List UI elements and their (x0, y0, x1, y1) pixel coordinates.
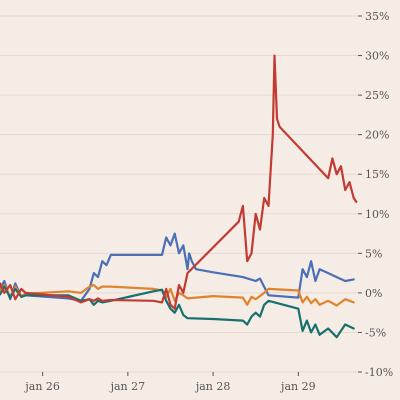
y-tick-label: 0% (365, 287, 382, 300)
y-tick-label: 20% (365, 129, 389, 142)
series-line-1 (0, 283, 355, 307)
y-tick-label: 10% (365, 208, 389, 221)
y-tick-label: 5% (365, 247, 382, 260)
y-tick-label: -5% (365, 326, 386, 339)
x-tick-label: jan 27 (109, 380, 146, 393)
gridlines (0, 15, 358, 373)
x-tick-label: jan 26 (23, 380, 60, 393)
x-tick-label: jan 29 (279, 380, 316, 393)
y-tick-label: 35% (365, 10, 389, 23)
series-line-2 (0, 285, 355, 339)
y-tick-label: 15% (365, 168, 389, 181)
series-line-3 (0, 54, 358, 310)
y-axis: 35% 30% 25% 20% 15% 10% 5% 0% -5% -10% (358, 10, 393, 379)
y-tick-label: -10% (365, 366, 393, 379)
y-tick-label: 30% (365, 50, 389, 63)
x-tick-label: jan 28 (194, 380, 231, 393)
x-axis: jan 26 jan 27 jan 28 jan 29 (23, 372, 316, 393)
series-lines (0, 54, 358, 339)
y-tick-label: 25% (365, 89, 389, 102)
